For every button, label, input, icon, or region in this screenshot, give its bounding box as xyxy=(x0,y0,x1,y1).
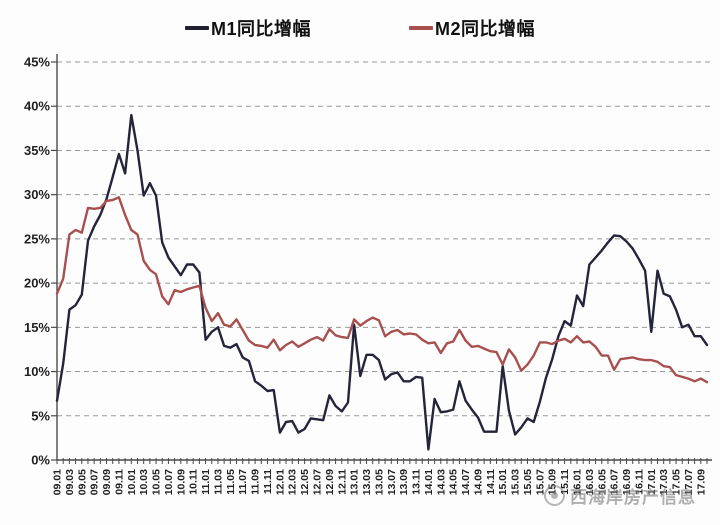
m2-series-line xyxy=(55,196,709,384)
y-axis-label: 40% xyxy=(24,99,50,114)
x-axis-label: 15.03 xyxy=(510,469,522,495)
x-axis-label: 16.01 xyxy=(572,469,584,495)
x-axis-label: 11.03 xyxy=(212,469,224,495)
x-axis-label: 14.01 xyxy=(423,469,435,495)
x-axis-label: 10.09 xyxy=(175,469,187,495)
x-axis-label: 16.07 xyxy=(609,469,621,495)
x-axis-label: 15.11 xyxy=(559,469,571,495)
m1-line-marker xyxy=(184,26,209,30)
x-axis-label: 10.01 xyxy=(126,469,138,495)
y-axis-label: 5% xyxy=(31,408,50,423)
x-axis-label: 15.01 xyxy=(497,469,509,495)
m1-series-line xyxy=(55,113,709,451)
chart-legend: M1同比增幅 M2同比增幅 xyxy=(0,15,720,41)
x-axis-label: 14.05 xyxy=(448,469,460,495)
x-axis-label: 13.03 xyxy=(361,469,373,495)
legend-item-m1: M1同比增幅 xyxy=(184,15,311,41)
x-axis-label: 12.09 xyxy=(324,469,336,495)
x-axis-label: 12.01 xyxy=(274,469,286,495)
y-axis-label: 20% xyxy=(24,276,50,291)
x-axis-label: 13.01 xyxy=(349,469,361,495)
legend-label-m2: M2同比增幅 xyxy=(435,19,536,39)
x-axis-label: 16.09 xyxy=(621,469,633,495)
x-axis-label: 09.01 xyxy=(52,469,64,495)
x-axis-label: 14.07 xyxy=(460,469,472,495)
y-axis-label: 25% xyxy=(24,231,50,246)
x-axis-label: 13.09 xyxy=(398,469,410,495)
x-axis-label: 14.03 xyxy=(435,469,447,495)
x-axis-label: 14.11 xyxy=(485,469,497,495)
x-axis-label: 17.09 xyxy=(695,469,707,495)
x-axis-label: 12.11 xyxy=(336,469,348,495)
x-axis-label: 10.05 xyxy=(151,469,163,495)
x-axis-label: 09.03 xyxy=(64,469,76,495)
x-axis-label: 17.01 xyxy=(646,469,658,495)
x-axis-label: 13.11 xyxy=(411,469,423,495)
x-axis-label: 17.05 xyxy=(671,469,683,495)
y-axis-label: 35% xyxy=(24,143,50,158)
x-axis-label: 09.05 xyxy=(76,469,88,495)
x-axis-label: 09.11 xyxy=(113,469,125,495)
x-axis-label: 16.11 xyxy=(633,469,645,495)
x-axis-label: 10.11 xyxy=(188,469,200,495)
x-axis-label: 11.09 xyxy=(250,469,262,495)
x-axis-label: 11.01 xyxy=(200,469,212,495)
x-axis-label: 11.11 xyxy=(262,469,274,494)
y-axis-label: 10% xyxy=(24,364,50,379)
x-axis-label: 13.05 xyxy=(373,469,385,495)
legend-label-m1: M1同比增幅 xyxy=(210,19,311,39)
x-axis-label: 12.03 xyxy=(287,469,299,495)
y-axis-label: 15% xyxy=(24,320,50,335)
x-axis-label: 10.07 xyxy=(163,469,175,495)
y-axis-label: 30% xyxy=(24,187,50,202)
x-axis-label: 15.07 xyxy=(534,469,546,495)
x-axis-label: 09.09 xyxy=(101,469,113,495)
x-axis-label: 16.05 xyxy=(596,469,608,495)
x-axis-label: 16.03 xyxy=(584,469,596,495)
x-axis-label: 12.05 xyxy=(299,469,311,495)
x-axis-label: 15.05 xyxy=(522,469,534,495)
x-axis-label: 14.09 xyxy=(472,469,484,495)
x-axis-label: 13.07 xyxy=(386,469,398,495)
m2-line-marker xyxy=(409,26,433,30)
y-axis-label: 0% xyxy=(31,453,50,468)
x-axis-label: 11.07 xyxy=(237,469,249,495)
x-axis-label: 17.03 xyxy=(658,469,670,495)
x-axis-label: 12.07 xyxy=(312,469,324,495)
legend-item-m2: M2同比增幅 xyxy=(409,15,535,41)
x-axis-label: 09.07 xyxy=(89,469,101,495)
x-axis-label: 10.03 xyxy=(138,469,150,495)
x-axis-label: 15.09 xyxy=(547,469,559,495)
y-axis-label: 45% xyxy=(24,55,50,70)
x-axis-label: 17.07 xyxy=(683,469,695,495)
x-axis-label: 11.05 xyxy=(225,469,237,495)
